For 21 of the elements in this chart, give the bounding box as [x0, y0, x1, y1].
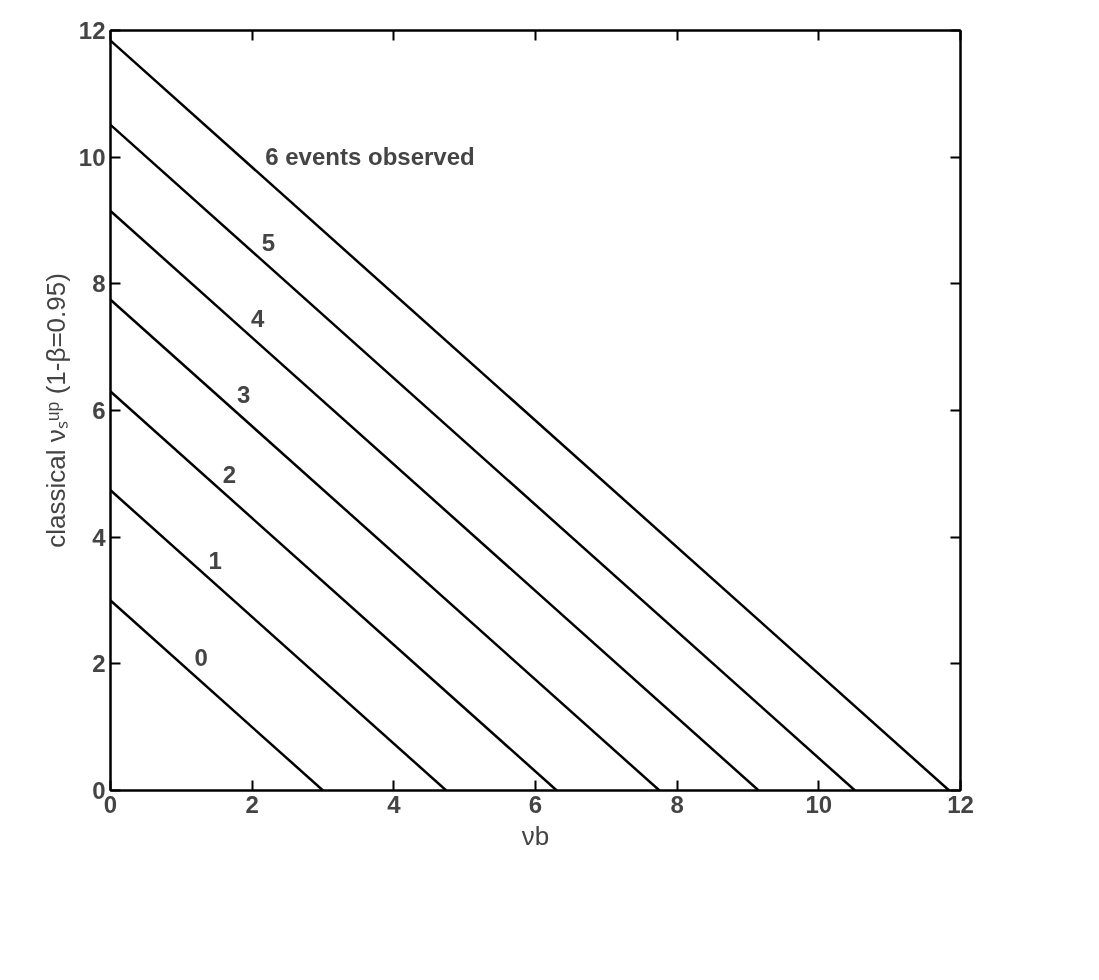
x-tick-label: 4: [387, 790, 402, 818]
x-tick-label: 10: [805, 790, 833, 818]
x-tick-label: 12: [947, 790, 974, 818]
y-tick-label: 2: [92, 650, 106, 678]
annotation: 1: [208, 546, 222, 574]
y-tick-label: 10: [78, 143, 106, 171]
y-axis-title: classical νₛᵘᵖ (1-β=0.95): [40, 273, 71, 548]
x-tick-label: 6: [528, 790, 543, 818]
y-tick-label: 8: [92, 270, 106, 298]
annotation: 5: [261, 228, 276, 256]
annotation: 0: [194, 644, 208, 672]
x-tick-label: 8: [670, 790, 684, 818]
annotation: 2: [222, 460, 237, 488]
x-axis-title: νb: [521, 820, 550, 851]
annotation: 4: [251, 305, 266, 333]
annotation: 3: [236, 381, 251, 409]
y-tick-label: 6: [92, 397, 106, 424]
y-tick-label: 12: [78, 17, 106, 44]
x-tick-label: 2: [245, 790, 259, 818]
y-tick-label: 4: [92, 523, 107, 551]
annotation: 6 events observed: [265, 142, 475, 170]
